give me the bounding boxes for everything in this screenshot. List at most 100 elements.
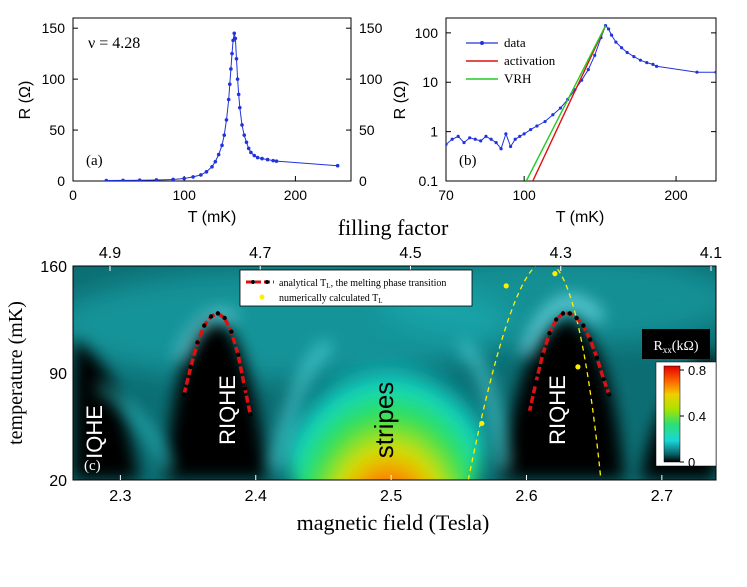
legend-analytical-marker-1 [251,280,255,284]
panel-b-point [450,137,454,141]
panel-c: filling factor [5,215,722,535]
analytical-tl-point [188,364,193,370]
panel-b-point [468,136,472,140]
panel-a-point [121,178,125,181]
panel-a-point [191,175,195,179]
analytical-tl-point [222,315,227,321]
panel-a-point [246,146,251,151]
panel-a-point [171,177,175,181]
panel-a-point [154,178,159,181]
panel-a-point [271,158,275,163]
region-label-riqhe-right: RIQHE [545,375,570,445]
panel-b-point [620,46,624,50]
legend-analytical-marker-2 [265,280,269,284]
colorbar: Rxx(kΩ) 0 0.4 0.8 [642,329,717,470]
panel-b-legend: data activation VRH [466,35,556,86]
panel-b-ylabel: R (Ω) [392,81,409,120]
legend-numerical-marker [259,294,265,300]
analytical-tl-point [554,317,559,322]
panel-b-point [695,70,699,74]
colorbar-tick-label: 0 [688,455,695,470]
panel-b-point [494,140,498,145]
panel-c-label: (c) [84,458,101,474]
panel-b-frame [445,17,717,182]
numerical-tl-point [479,420,485,427]
region-label-stripes: stripes [369,382,399,459]
panel-a-point [220,143,224,148]
panel-c-xtick-label: 2.5 [380,488,402,505]
panel-a-point [229,67,233,71]
panel-b-point [606,27,611,31]
panel-a-point [204,170,209,174]
panel-b-point [522,132,526,136]
panel-c-top-tick-label: 4.1 [700,245,722,262]
panel-b-ytick-label: 100 [415,25,439,41]
panel-c-ticks: 2.3 2.4 2.5 2.6 2.7 20 90 160 4.9 4.7 4.5 4.3 4.1 [40,245,722,505]
panel-a-point [230,51,234,56]
panel-a-ytick-right-label: 100 [359,71,383,87]
panel-b-point [586,68,590,72]
panel-a: 0 100 200 0 50 100 150 0 50 100 150 ν = 4.28 (a) T… [17,17,383,226]
analytical-tl-point [606,392,612,397]
numerical-tl-point [575,364,581,370]
panel-b-point [484,134,488,139]
panel-a-point [182,176,186,181]
analytical-tl-point [235,352,241,357]
panel-b-point [654,64,659,68]
panel-b-point [632,55,636,59]
panel-b-point [625,50,629,55]
panel-b-point [645,60,649,65]
panel-b-point [456,134,460,139]
colorbar-tick-label: 0.8 [688,363,706,378]
analytical-tl-point [208,314,214,319]
panel-a-point [235,77,240,81]
analytical-tl-point [587,337,593,342]
panel-b-point [473,137,477,141]
numerical-tl-dashed-curve [467,266,602,480]
panel-a-point [274,159,279,163]
panel-b-point [558,106,563,110]
analytical-tl-curves [181,311,612,417]
panel-c-legend-box [239,269,473,307]
panel-a-point [252,153,257,158]
panel-b-point [513,137,517,141]
panel-b-series [446,24,716,181]
analytical-tl-point [242,386,248,391]
panel-c-top-axis-label: filling factor [338,215,449,240]
panel-a-point [236,92,241,97]
numerical-tl-points [479,271,581,427]
panel-b-point [638,58,643,62]
panel-c-xtick-label: 2.4 [245,488,267,505]
panel-a-point [137,178,142,181]
panel-a-point [255,155,260,160]
panel-a-point [233,36,238,41]
analytical-tl-point [533,379,539,385]
panel-b-point [593,53,597,57]
panel-b-point [508,144,513,149]
analytical-tl-point [547,331,552,336]
analytical-tl-point [526,410,532,415]
panel-b-xlabel: T (mK) [556,209,605,226]
panel-a-point [216,152,221,157]
panel-a-ticks: 0 100 200 0 50 100 150 0 50 100 150 [42,20,383,203]
panel-a-ytick-label: 100 [42,71,66,87]
colorbar-tick-label: 0.4 [688,409,706,424]
panel-a-ytick-right-label: 50 [359,122,375,138]
panel-a-series-line [106,33,338,181]
colorbar-title: Rxx(kΩ) [653,339,698,355]
panel-b-point [446,142,448,147]
panel-a-point [260,156,264,161]
panel-b-point [504,132,508,136]
colorbar-ticks: 0 0.4 0.8 [680,363,706,470]
analytical-tl-point [594,355,600,360]
panel-a-ytick-label: 150 [42,20,66,36]
panel-a-point [242,133,247,137]
panel-a-point [249,150,253,155]
analytical-tl-point [540,352,545,357]
panel-c-xtick-label: 2.3 [109,488,131,505]
panel-b-point [614,40,618,44]
panel-a-point [226,97,231,102]
panel-c-ylabel: temperature (mK) [5,301,27,445]
panel-c-top-tick-label: 4.9 [99,245,121,262]
